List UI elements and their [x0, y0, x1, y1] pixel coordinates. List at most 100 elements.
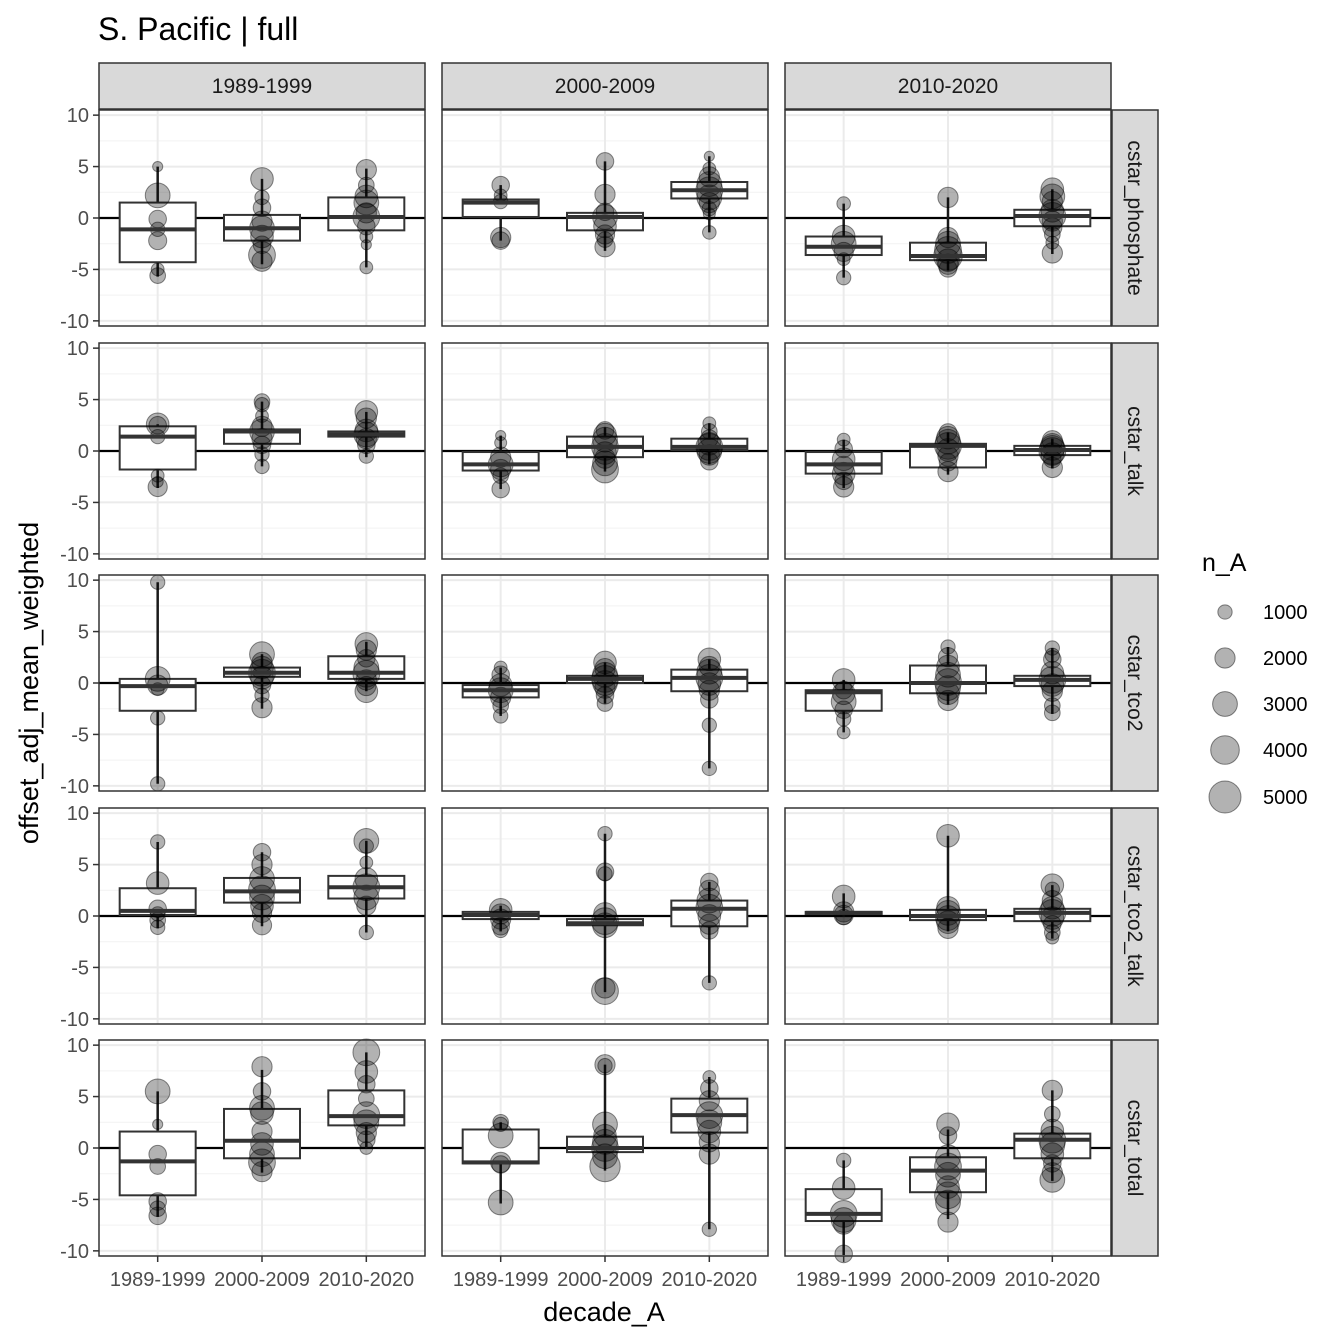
data-point	[700, 1079, 719, 1098]
box-2000-2009	[909, 1112, 987, 1233]
box-iqr	[118, 1130, 197, 1197]
data-point	[594, 183, 616, 205]
panel-border	[784, 109, 1112, 327]
data-point	[701, 1221, 717, 1237]
data-point	[937, 917, 959, 939]
data-point	[357, 176, 375, 194]
legend-symbol	[1217, 604, 1233, 620]
data-point	[935, 900, 961, 926]
data-point	[353, 828, 380, 854]
data-point	[594, 977, 616, 999]
data-point	[1044, 881, 1060, 897]
data-point	[255, 409, 269, 423]
data-point	[251, 250, 273, 272]
x-tick-label: 1989-1999	[453, 1269, 549, 1291]
data-point	[1043, 226, 1061, 243]
box-1989-1999	[461, 430, 540, 499]
chart-title: S. Pacific | full	[98, 11, 298, 47]
data-point	[592, 670, 618, 696]
data-point	[596, 231, 614, 248]
y-axis-cstar-phosphate: 10 5 0 -5 -10	[60, 105, 99, 333]
data-point	[354, 632, 379, 656]
data-point	[493, 708, 509, 724]
data-point	[937, 226, 959, 249]
data-point	[593, 214, 617, 239]
data-point	[150, 776, 166, 792]
data-point	[831, 461, 856, 486]
data-point	[494, 436, 508, 450]
box-2010-2020	[670, 416, 749, 471]
data-point	[251, 428, 273, 450]
data-point	[935, 1189, 961, 1216]
y-tick-label: 5	[78, 157, 89, 179]
data-point	[490, 446, 512, 468]
data-point	[698, 1143, 720, 1165]
data-point	[353, 189, 380, 216]
data-point	[150, 834, 166, 850]
data-point	[836, 1152, 852, 1168]
data-point	[702, 207, 716, 221]
data-point	[597, 866, 613, 882]
data-point	[833, 1213, 855, 1235]
box-iqr	[327, 196, 406, 232]
legend-symbol	[1214, 647, 1236, 669]
data-point	[1041, 456, 1063, 479]
box-2000-2009	[566, 421, 644, 484]
data-point	[1043, 924, 1061, 941]
panel-cstar-tco2-2010-2020	[784, 574, 1112, 792]
data-point	[698, 1090, 720, 1112]
row-strip-cstar-tco2: cstar_tco2	[1111, 574, 1159, 792]
column-strip-2000-2009: 2000-2009	[441, 62, 769, 110]
box-iqr	[909, 1156, 987, 1194]
y-tick-label: -10	[60, 311, 89, 333]
data-point	[250, 224, 274, 249]
data-point	[1039, 435, 1066, 461]
y-tick-label: -5	[71, 259, 89, 281]
data-point	[595, 862, 615, 882]
data-point	[698, 913, 720, 935]
box-2000-2009	[566, 826, 644, 1005]
data-point	[254, 189, 270, 206]
data-point	[595, 152, 615, 171]
data-point	[595, 686, 615, 705]
data-point	[491, 1155, 510, 1174]
box-iqr	[909, 442, 987, 469]
y-axis-cstar-total: 10 5 0 -5 -10	[60, 1035, 99, 1263]
data-point	[355, 407, 377, 429]
legend-label: 2000	[1263, 648, 1308, 670]
data-point	[594, 236, 616, 258]
data-point	[595, 421, 615, 440]
data-point	[697, 431, 722, 456]
data-point	[1040, 873, 1065, 897]
data-point	[250, 1132, 274, 1156]
data-point	[700, 452, 719, 471]
y-tick-label: 10	[67, 105, 89, 127]
data-point	[354, 867, 379, 891]
data-point	[492, 697, 510, 714]
data-point	[937, 1211, 959, 1233]
data-point	[1039, 183, 1066, 210]
data-point	[252, 675, 272, 695]
panel-cstar-tco2-2000-2009	[441, 574, 769, 792]
data-point	[248, 1148, 276, 1177]
panel-cstar-talk-2010-2020	[784, 342, 1112, 560]
row-strip-cstar-tco2-talk: cstar_tco2_talk	[1111, 807, 1159, 1025]
panel-cstar-tco2-talk-2000-2009	[441, 807, 769, 1025]
data-point	[251, 697, 273, 719]
legend-symbol	[1210, 735, 1240, 765]
panel-cstar-talk-2000-2009	[441, 342, 769, 560]
data-point	[698, 879, 720, 901]
data-point	[700, 690, 719, 709]
data-point	[151, 475, 164, 488]
strip-label: 2010-2020	[898, 75, 998, 98]
box-2010-2020	[327, 1038, 406, 1155]
data-point	[934, 1181, 962, 1210]
data-point	[937, 186, 959, 209]
data-point	[836, 270, 852, 286]
data-point	[700, 872, 719, 892]
legend-title: n_A	[1202, 549, 1247, 577]
box-iqr	[670, 899, 749, 928]
data-point	[593, 650, 617, 675]
y-tick-label: 5	[78, 622, 89, 644]
